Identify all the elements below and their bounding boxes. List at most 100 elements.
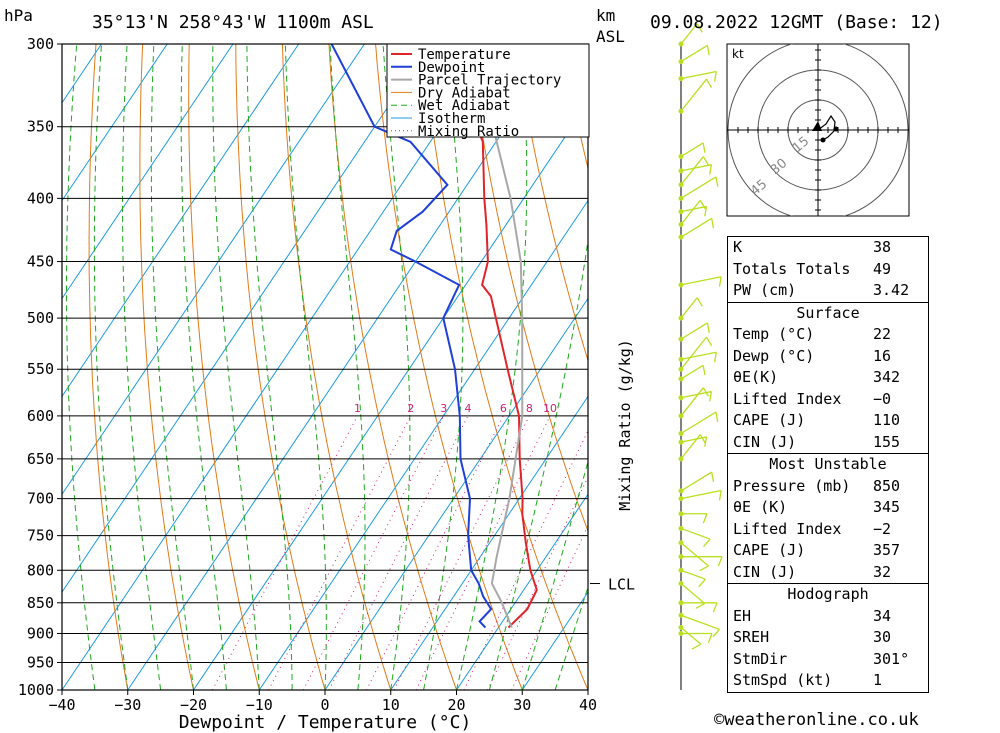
dry-adiabat-line: [981, 44, 1000, 690]
most-unstable-row: CIN (J) 32: [733, 562, 892, 581]
wind-barb-flag: [698, 578, 706, 588]
mixing-ratio-label: 6: [500, 402, 507, 415]
dry-adiabat-line: [421, 44, 588, 690]
wind-barb-dot: [678, 108, 684, 114]
wind-barb-dot: [678, 356, 684, 362]
wind-barb-dot: [678, 376, 684, 382]
surface-row: θE(K) 342: [733, 368, 901, 386]
isotherm-line: [456, 493, 588, 690]
isotherm-line: [193, 101, 588, 690]
wind-barb-flag: [715, 176, 719, 187]
wet-adiabat-line: [122, 44, 162, 690]
wind-barb-flag: [703, 538, 711, 548]
wind-barb: [680, 297, 698, 319]
hodograph-title: Hodograph: [728, 583, 928, 606]
pressure-tick-label: 550: [27, 360, 54, 378]
wind-barb: [680, 199, 701, 225]
pressure-tick-label: 500: [27, 309, 54, 327]
wind-barb-dot: [678, 182, 684, 188]
legend-entry: Wet Adiabat: [418, 98, 511, 114]
dry-adiabat-line: [375, 44, 523, 690]
legend-box: [386, 43, 590, 138]
wind-barb-dot: [678, 395, 684, 401]
temperature-tick-label: 10: [382, 696, 400, 714]
wind-barb-flag: [702, 387, 709, 397]
mixing-ratio-line: [393, 415, 530, 690]
wet-adiabat-line: [284, 44, 327, 690]
temperature-profile: [448, 44, 538, 629]
wind-barb-flag: [696, 297, 703, 307]
wind-barb-flag: [704, 436, 708, 447]
mixing-ratio-label: 16: [588, 402, 602, 415]
pressure-tick-label: 350: [27, 118, 54, 136]
wind-barb-flag: [718, 276, 722, 287]
wind-barb-flag: [713, 71, 717, 82]
pressure-tick-label: 650: [27, 450, 54, 468]
wind-barb: [680, 176, 717, 199]
wind-barb: [680, 614, 720, 630]
surface-row: Dewp (°C) 16: [733, 346, 892, 365]
wind-barb-dot: [678, 496, 684, 502]
wind-barb: [680, 387, 704, 417]
wind-barb: [680, 364, 704, 380]
wind-barb-flag: [707, 633, 713, 644]
lcl-label: LCL: [608, 576, 635, 594]
most-unstable-title: Most Unstable: [728, 453, 928, 476]
wet-adiabat-line: [246, 44, 293, 690]
isotherm-line: [258, 199, 588, 690]
wind-barb: [680, 164, 712, 172]
wind-barb-flag: [706, 45, 710, 56]
wind-barb-dot: [678, 315, 684, 321]
wind-barbs-column: [678, 23, 723, 690]
wind-barb-dot: [678, 567, 684, 573]
wind-barb-flag: [715, 411, 719, 423]
mixing-ratio-label: 2: [407, 402, 414, 415]
wind-barb-flag: [704, 206, 708, 217]
wind-barb-dot: [678, 540, 684, 546]
legend-entry: Temperature: [418, 47, 511, 63]
wind-barb: [680, 217, 713, 238]
isotherm-line: [62, 44, 300, 398]
wind-barb-dot: [678, 511, 684, 517]
credit-link[interactable]: ©weatheronline.co.uk: [714, 710, 919, 730]
dry-adiabat-line: [188, 44, 260, 690]
wind-barb-flag: [699, 565, 709, 572]
wind-barb-flag: [706, 322, 710, 333]
pressure-tick-label: 600: [27, 407, 54, 425]
dry-adiabat-line: [514, 44, 588, 363]
temperature-tick-label: 0: [320, 696, 329, 714]
wet-adiabat-line: [150, 44, 194, 690]
mixing-ratio-line: [463, 429, 588, 690]
mixing-ratio-label: 4: [464, 402, 471, 415]
pressure-tick-label: 1000: [18, 681, 54, 699]
wind-barb-dot: [678, 413, 684, 419]
most-unstable-row: θE (K) 345: [733, 498, 901, 516]
wind-barb-dot: [678, 336, 684, 342]
wet-adiabat-line: [212, 44, 260, 690]
temperature-tick-label: −30: [114, 696, 141, 714]
wind-barb: [680, 142, 704, 158]
wind-barb-dot: [678, 195, 684, 201]
wet-adiabat-line: [329, 44, 366, 690]
pressure-tick-label: 400: [27, 189, 54, 207]
wind-barb-dot: [678, 59, 684, 65]
km-label: km: [596, 6, 616, 25]
wind-barb-flag: [702, 365, 706, 376]
temperature-tick-label: 40: [579, 696, 597, 714]
surface-row: Temp (°C) 22: [733, 325, 892, 343]
temperature-tick-label: −40: [48, 696, 75, 714]
wind-barb-dot: [678, 456, 684, 462]
mixing-ratio-label: 25: [633, 402, 647, 415]
pressure-tick-label: 850: [27, 594, 54, 612]
wind-barb-dot: [678, 76, 684, 82]
plot-frame: 3003504004505005506006507007508008509009…: [18, 35, 635, 733]
wind-barb-flag: [702, 142, 706, 153]
legend-entry: Dewpoint: [418, 60, 485, 76]
mixing-ratio-line: [487, 475, 588, 690]
index-row: K 38: [733, 238, 892, 256]
asl-label: ASL: [596, 27, 625, 46]
isotherm-line: [62, 44, 497, 690]
